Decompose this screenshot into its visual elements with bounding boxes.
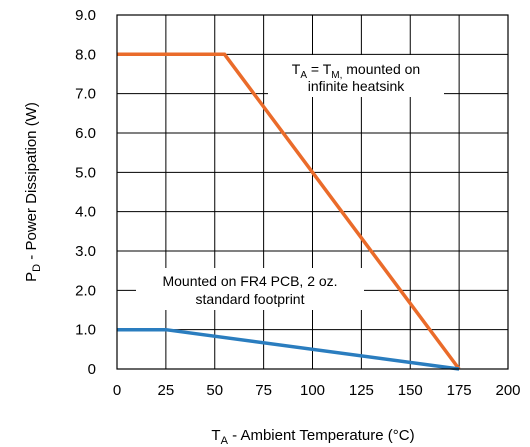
annotation-line-2: infinite heatsink — [308, 78, 406, 94]
x-tick-label: 200 — [495, 382, 520, 399]
annotation-infinite-heatsink: TA = TM, mounted on infinite heatsink — [268, 55, 444, 97]
y-tick-label: 4.0 — [75, 204, 96, 221]
y-tick-label: 6.0 — [75, 125, 96, 142]
x-tick-label: 50 — [206, 382, 223, 399]
x-tick-label: 125 — [349, 382, 374, 399]
x-tick-label: 150 — [398, 382, 423, 399]
y-tick-labels: 0 1.0 2.0 3.0 4.0 5.0 6.0 7.0 8.0 9.0 — [75, 7, 96, 378]
series-line-2 — [117, 327, 460, 371]
series-line-1 — [117, 52, 461, 371]
y-tick-label: 9.0 — [75, 7, 96, 24]
y-tick-label: 3.0 — [75, 243, 96, 260]
annotation-background — [136, 268, 364, 310]
plot-frame — [116, 14, 509, 370]
annotation-line-1: Mounted on FR4 PCB, 2 oz. — [162, 273, 337, 289]
y-tick-label: 2.0 — [75, 282, 96, 299]
x-tick-labels: 0 25 50 75 100 125 150 175 200 — [113, 382, 521, 399]
annotation-background — [268, 55, 444, 97]
x-tick-label: 100 — [300, 382, 325, 399]
y-tick-label: 7.0 — [75, 86, 96, 103]
x-tick-label: 175 — [447, 382, 472, 399]
annotation-line-2: standard footprint — [196, 291, 305, 307]
data-series — [117, 52, 461, 371]
x-axis-title: TA - Ambient Temperature (°C) — [211, 427, 414, 447]
y-tick-label: 5.0 — [75, 164, 96, 181]
y-tick-label: 8.0 — [75, 46, 96, 63]
y-axis-title: PD - Power Dissipation (W) — [23, 102, 43, 282]
annotation-fr4-pcb: Mounted on FR4 PCB, 2 oz. standard footp… — [136, 268, 364, 310]
y-tick-label: 1.0 — [75, 322, 96, 339]
x-tick-label: 75 — [255, 382, 272, 399]
x-tick-label: 25 — [158, 382, 175, 399]
annotation-line-1: TA = TM, mounted on — [292, 61, 420, 81]
y-tick-label: 0 — [88, 361, 96, 378]
x-tick-label: 0 — [113, 382, 121, 399]
